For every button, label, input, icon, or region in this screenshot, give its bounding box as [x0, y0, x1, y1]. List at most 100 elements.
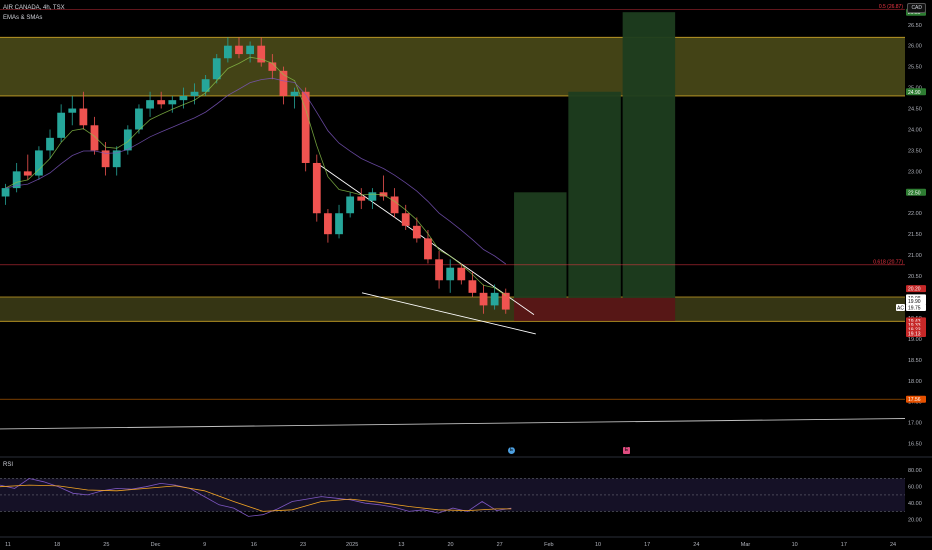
candle-body — [468, 280, 477, 293]
candle-body — [324, 213, 332, 235]
y-tick-label: 19.00 — [908, 337, 922, 343]
rsi-label[interactable]: RSI — [3, 462, 14, 468]
rsi-tick-label: 40.00 — [908, 501, 922, 507]
indicators-label[interactable]: EMAs & SMAs — [3, 15, 43, 21]
candle-body — [346, 196, 355, 214]
descending-support — [361, 292, 536, 335]
candle-body — [101, 150, 110, 168]
candle-body — [112, 150, 121, 168]
y-tick-label: 25.50 — [908, 65, 922, 71]
x-tick-label: 27 — [497, 542, 503, 548]
fib-label: 0.5 (26.87) — [879, 4, 904, 10]
rsi-tick-label: 20.00 — [908, 518, 922, 524]
candle-body — [268, 62, 277, 71]
target-box-2 — [568, 91, 621, 300]
candle-body — [279, 70, 288, 96]
candle-body — [446, 267, 455, 281]
price-tag-bg — [906, 303, 926, 311]
candle-body — [457, 267, 466, 281]
fib-label: 0.618 (20.77) — [873, 259, 903, 265]
x-tick-label: 11 — [5, 542, 11, 548]
candle-body — [301, 91, 310, 163]
candle-body — [357, 196, 366, 201]
x-tick-label: 23 — [300, 542, 306, 548]
price-tag-bg — [906, 285, 926, 293]
ema-slow-line — [5, 77, 507, 265]
y-tick-label: 26.50 — [908, 23, 922, 29]
price-tag-bg — [906, 395, 926, 403]
rsi-line — [0, 478, 512, 517]
candle-body — [368, 192, 377, 201]
x-tick-label: 20 — [447, 542, 453, 548]
x-tick-label: 9 — [203, 542, 206, 548]
candle-body — [57, 112, 66, 138]
y-tick-label: 17.00 — [908, 421, 922, 427]
x-tick-label: 17 — [841, 542, 847, 548]
currency-badge[interactable]: CAD — [907, 3, 926, 13]
candle-body — [201, 79, 210, 92]
y-tick-label: 18.00 — [908, 379, 922, 385]
y-tick-label: 17.50 — [908, 400, 922, 406]
supply-zone — [0, 37, 905, 96]
x-tick-label: Dec — [151, 542, 161, 548]
candle-body — [212, 58, 221, 80]
candle-body — [501, 292, 510, 310]
y-tick-label: 23.00 — [908, 169, 922, 175]
candle-body — [379, 192, 388, 197]
y-tick-label: 21.00 — [908, 253, 922, 259]
x-tick-label: 13 — [398, 542, 404, 548]
x-tick-label: Mar — [741, 542, 751, 548]
candle-body — [290, 91, 299, 96]
candle-body — [424, 238, 432, 260]
candle-body — [1, 188, 10, 197]
rsi-tick-label: 60.00 — [908, 485, 922, 491]
price-tag-bg — [906, 88, 926, 96]
candle-body — [12, 171, 21, 189]
y-tick-label: 26.00 — [908, 44, 922, 50]
x-tick-label: 10 — [595, 542, 601, 548]
candle-body — [68, 108, 77, 113]
y-tick-label: 20.50 — [908, 274, 922, 280]
candle-body — [412, 225, 421, 239]
symbol-title[interactable]: AIR CANADA, 4h, TSX — [3, 5, 65, 11]
y-tick-label: 23.50 — [908, 148, 922, 154]
x-tick-label: 24 — [693, 542, 699, 548]
x-tick-label: 16 — [251, 542, 257, 548]
stop-box — [514, 297, 676, 321]
x-tick-label: 25 — [103, 542, 109, 548]
price-tag-bg — [906, 297, 926, 305]
price-tag-label: 22.50 — [908, 190, 921, 196]
candle-body — [257, 45, 266, 63]
candle-body — [157, 100, 166, 105]
candle-body — [235, 45, 243, 55]
x-tick-label: 24 — [890, 542, 896, 548]
candle-body — [79, 108, 88, 126]
price-tag-bg — [906, 329, 926, 337]
x-tick-label: 18 — [54, 542, 60, 548]
candle-body — [123, 129, 132, 151]
candle-body — [479, 292, 488, 306]
ema-fast-line — [5, 56, 507, 296]
demand-zone — [0, 297, 905, 322]
candle-body — [190, 91, 199, 96]
candle-body — [223, 45, 232, 59]
x-tick-label: 10 — [792, 542, 798, 548]
target-box-3 — [622, 12, 676, 300]
dividend-icon[interactable]: E — [623, 447, 630, 454]
price-tag-label: 19.75 — [908, 305, 921, 311]
earnings-icon[interactable]: E — [508, 447, 515, 454]
candle-body — [335, 213, 343, 235]
symbol-tag-label: AC — [897, 305, 904, 311]
x-tick-label: Feb — [544, 542, 553, 548]
y-tick-label: 21.50 — [908, 232, 922, 238]
candle-body — [246, 45, 254, 55]
price-tag-label: 26.80 — [908, 10, 921, 16]
candle-body — [179, 95, 188, 101]
long-term-support — [0, 418, 906, 430]
rsi-ma-line — [0, 484, 512, 512]
price-tag-bg — [906, 188, 926, 196]
price-tag-label: 19.90 — [908, 299, 921, 305]
x-tick-label: 17 — [644, 542, 650, 548]
